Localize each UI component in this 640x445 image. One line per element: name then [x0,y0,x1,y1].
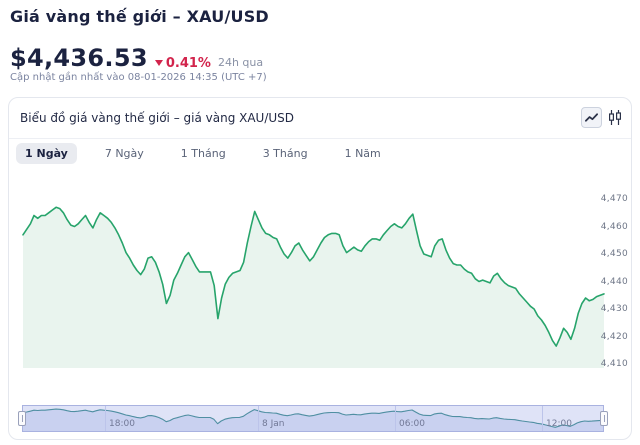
y-tick: 4,450 [600,249,628,259]
tab-1-thang[interactable]: 1 Tháng [180,147,226,160]
price-change: 0.41% [154,55,211,71]
y-tick: 4,410 [600,359,628,369]
price-line [22,206,605,347]
navigator-right-handle[interactable] [600,411,608,426]
current-price: $4,436.53 [10,44,148,72]
area-fill [23,207,604,368]
navigator-left-handle[interactable] [18,411,26,426]
x-tick: 18:00 [109,419,135,429]
navigator-gridline [542,406,543,431]
y-tick: 4,460 [600,221,628,232]
last-updated-text: Cập nhật gần nhất vào 08-01-2026 14:35 (… [10,72,267,83]
navigator-gridline [258,406,259,431]
navigator-gridline [395,406,396,431]
page-title: Giá vàng thế giới – XAU/USD [10,7,269,26]
down-arrow-icon [154,60,163,66]
line-chart-icon [584,110,599,125]
y-tick: 4,470 [600,194,628,204]
x-tick: 12:00 [546,419,572,429]
navigator-area-fill [23,409,603,431]
range-tabs: 1 Ngày 7 Ngày 1 Tháng 3 Tháng 1 Năm [16,143,390,164]
navigator-gridline [105,406,106,431]
navigator-line [23,408,603,428]
chart-type-toggle [581,107,623,128]
y-tick: 4,440 [600,276,628,287]
y-tick: 4,430 [600,304,628,314]
candlestick-chart-icon [608,109,622,126]
tab-3-thang[interactable]: 3 Tháng [262,147,308,160]
tab-1-ngay[interactable]: 1 Ngày [16,143,77,164]
x-tick: 06:00 [399,419,425,429]
line-chart-button[interactable] [581,107,602,128]
change-percent: 0.41% [165,55,211,71]
y-tick: 4,420 [600,331,628,342]
chart-subtitle: Biểu đồ giá vàng thế giới – giá vàng XAU… [20,111,295,125]
change-period: 24h qua [217,56,264,69]
candlestick-chart-button[interactable] [607,107,623,128]
range-navigator[interactable]: 18:00 8 Jan 06:00 12:00 [18,405,608,432]
x-tick: 8 Jan [262,419,285,429]
price-chart-plot[interactable] [9,185,633,380]
tab-1-nam[interactable]: 1 Năm [344,147,381,160]
tab-7-ngay[interactable]: 7 Ngày [104,147,144,160]
price-row: $4,436.53 0.41% 24h qua [10,44,263,72]
chart-card-header: Biểu đồ giá vàng thế giới – giá vàng XAU… [9,98,631,139]
chart-card: Biểu đồ giá vàng thế giới – giá vàng XAU… [8,97,632,440]
